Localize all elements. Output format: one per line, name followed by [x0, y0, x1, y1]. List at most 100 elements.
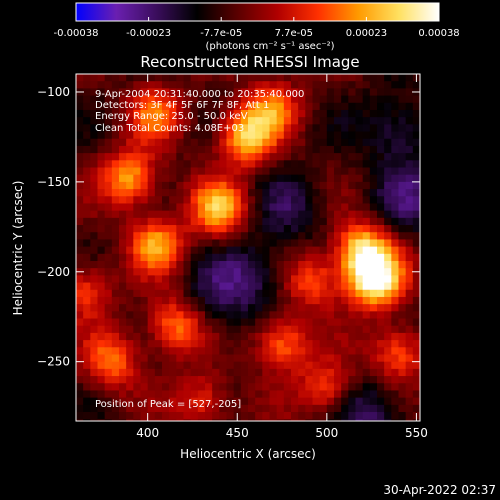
heatmap-cell	[355, 318, 364, 327]
heatmap-cell	[319, 74, 328, 82]
heatmap-cell	[212, 210, 220, 219]
heatmap-cell	[305, 332, 314, 341]
heatmap-cell	[391, 210, 400, 219]
heatmap-cell	[147, 88, 156, 97]
heatmap-cell	[190, 196, 199, 205]
heatmap-cell	[76, 145, 84, 154]
heatmap-cell	[183, 203, 192, 212]
heatmap-cell	[97, 419, 106, 421]
heatmap-cell	[391, 332, 400, 341]
heatmap-cell	[384, 88, 392, 97]
heatmap-cell	[219, 167, 228, 176]
heatmap-cell	[369, 412, 378, 420]
heatmap-cell	[169, 239, 177, 248]
heatmap-cell	[154, 289, 163, 298]
heatmap-cell	[283, 304, 292, 312]
heatmap-cell	[162, 95, 170, 104]
heatmap-cell	[104, 232, 113, 241]
heatmap-cell	[90, 340, 99, 348]
heatmap-cell	[97, 282, 106, 291]
heatmap-cell	[348, 131, 357, 140]
heatmap-cell	[276, 181, 285, 190]
heatmap-cell	[291, 160, 299, 169]
heatmap-cell	[362, 189, 371, 197]
heatmap-cell	[298, 138, 306, 147]
heatmap-cell	[341, 239, 349, 248]
heatmap-cell	[405, 325, 414, 334]
heatmap-cell	[248, 404, 256, 413]
heatmap-cell	[355, 340, 364, 348]
heatmap-cell	[76, 153, 84, 161]
heatmap-cell	[355, 153, 364, 161]
heatmap-cell	[319, 412, 328, 420]
heatmap-cell	[197, 95, 206, 104]
heatmap-cell	[326, 181, 335, 190]
heatmap-cell	[305, 318, 314, 327]
heatmap-cell	[240, 325, 249, 334]
heatmap-cell	[97, 361, 106, 370]
heatmap-cell	[355, 74, 364, 82]
heatmap-cell	[133, 397, 142, 406]
heatmap-cell	[405, 196, 414, 205]
heatmap-cell	[104, 160, 113, 169]
heatmap-cell	[334, 167, 342, 176]
heatmap-cell	[348, 102, 357, 111]
heatmap-cell	[233, 325, 242, 334]
heatmap-cell	[291, 412, 299, 420]
heatmap-cell	[391, 289, 400, 298]
heatmap-cell	[205, 376, 213, 384]
heatmap-cell	[169, 311, 177, 320]
heatmap-cell	[212, 325, 220, 334]
heatmap-cell	[183, 419, 192, 421]
heatmap-cell	[162, 138, 170, 147]
heatmap-cell	[183, 296, 192, 305]
heatmap-cell	[76, 282, 84, 291]
heatmap-cell	[205, 404, 213, 413]
heatmap-cell	[119, 167, 127, 176]
heatmap-cell	[212, 311, 220, 320]
heatmap-cell	[334, 325, 342, 334]
heatmap-cell	[176, 332, 185, 341]
heatmap-cell	[147, 167, 156, 176]
heatmap-cell	[111, 124, 120, 133]
heatmap-cell	[283, 318, 292, 327]
heatmap-cell	[319, 354, 328, 363]
heatmap-cell	[176, 217, 185, 226]
heatmap-cell	[305, 109, 314, 118]
heatmap-cell	[319, 253, 328, 262]
heatmap-cell	[262, 325, 271, 334]
heatmap-cell	[248, 268, 256, 276]
heatmap-cell	[283, 117, 292, 125]
heatmap-cell	[97, 397, 106, 406]
heatmap-cell	[412, 260, 420, 269]
heatmap-cell	[147, 109, 156, 118]
heatmap-cell	[305, 325, 314, 334]
heatmap-cell	[355, 210, 364, 219]
heatmap-cell	[190, 232, 199, 241]
heatmap-cell	[97, 354, 106, 363]
heatmap-cell	[384, 181, 392, 190]
heatmap-cell	[319, 203, 328, 212]
heatmap-cell	[147, 311, 156, 320]
heatmap-cell	[197, 354, 206, 363]
heatmap-cell	[190, 253, 199, 262]
heatmap-cell	[240, 289, 249, 298]
heatmap-cell	[283, 196, 292, 205]
x-tick-label: 550	[405, 426, 428, 440]
heatmap-cell	[119, 181, 127, 190]
heatmap-cell	[334, 383, 342, 392]
heatmap-cell	[269, 282, 278, 291]
heatmap-cell	[162, 340, 170, 348]
heatmap-cell	[147, 160, 156, 169]
heatmap-cell	[83, 102, 91, 111]
heatmap-cell	[255, 109, 263, 118]
heatmap-cell	[240, 124, 249, 133]
heatmap-cell	[76, 404, 84, 413]
heatmap-cell	[140, 412, 149, 420]
heatmap-cell	[305, 88, 314, 97]
heatmap-cell	[176, 318, 185, 327]
heatmap-cell	[133, 282, 142, 291]
heatmap-cell	[384, 217, 392, 226]
heatmap-cell	[262, 368, 271, 377]
heatmap-cell	[140, 253, 149, 262]
